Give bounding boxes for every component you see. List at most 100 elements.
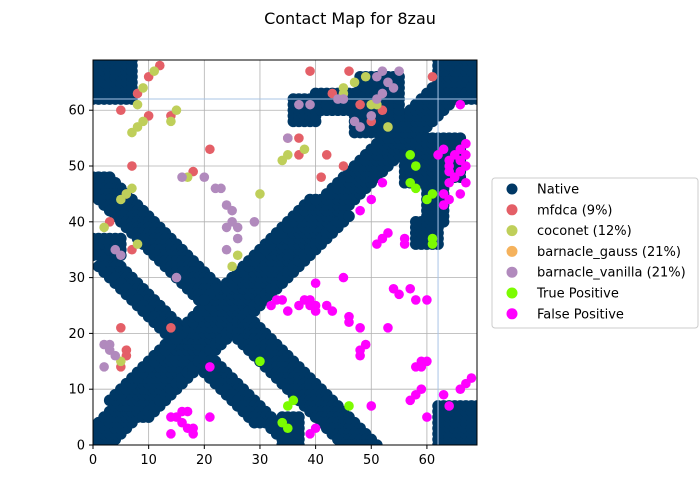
- legend-label: barnacle_gauss (21%): [537, 245, 681, 260]
- true-positive-point: [410, 183, 421, 194]
- coconet-12-point: [138, 83, 148, 93]
- false-positive-point: [327, 306, 338, 316]
- y-tick-label: 50: [68, 160, 85, 175]
- barnacle-vanilla-21-point: [171, 272, 182, 283]
- false-positive-point: [277, 295, 288, 305]
- barnacle-vanilla-21-point: [104, 345, 115, 355]
- barnacle-vanilla-21-point: [232, 233, 243, 244]
- chart-title: Contact Map for 8zau: [264, 9, 436, 28]
- native-contact-point: [198, 294, 211, 306]
- true-positive-point: [427, 239, 438, 249]
- legend-label: Native: [537, 183, 579, 198]
- native-contact-point: [343, 210, 355, 223]
- barnacle-vanilla-21-point: [232, 222, 243, 233]
- false-positive-point: [461, 150, 471, 160]
- false-positive-point: [366, 401, 377, 411]
- false-positive-point: [466, 373, 477, 383]
- false-positive-point: [461, 177, 471, 188]
- mfdca-9-point: [355, 99, 365, 110]
- mfdca-9-point: [127, 161, 137, 171]
- axes-frame: [92, 59, 478, 446]
- mfdca-9-point: [305, 66, 315, 76]
- legend-label: False Positive: [537, 307, 624, 322]
- native-contact-point: [309, 193, 322, 206]
- coconet-12-point: [338, 83, 349, 93]
- legend-label: mfdca (9%): [537, 203, 613, 218]
- native-contact-point: [126, 60, 138, 66]
- coconet-12-point: [166, 116, 176, 127]
- native-contact-point: [254, 416, 266, 429]
- false-positive-point: [360, 339, 371, 350]
- barnacle-vanilla-21-point: [221, 244, 232, 255]
- mfdca-9-point: [427, 71, 438, 82]
- false-positive-point: [166, 429, 176, 439]
- mfdca-9-point: [338, 161, 349, 171]
- plot-clip: [93, 60, 477, 445]
- barnacle-vanilla-21-point: [377, 88, 388, 99]
- coconet-12-point: [171, 105, 182, 116]
- coconet-12-point: [299, 144, 310, 155]
- y-tick-label: 20: [68, 327, 85, 342]
- mfdca-9-point: [166, 323, 176, 333]
- y-tick-label: 0: [77, 439, 85, 454]
- false-positive-point: [205, 362, 215, 372]
- barnacle-vanilla-21-point: [305, 99, 315, 110]
- coconet-12-point: [232, 250, 243, 261]
- false-positive-point: [188, 429, 198, 439]
- true-positive-point: [282, 423, 293, 434]
- false-positive-point: [394, 289, 404, 300]
- coconet-12-point: [282, 150, 293, 160]
- legend-marker: [506, 204, 518, 216]
- false-positive-point: [282, 306, 293, 316]
- barnacle-vanilla-21-point: [282, 133, 293, 143]
- false-positive-point: [405, 283, 416, 294]
- x-tick-label: 60: [419, 453, 436, 468]
- y-tick-label: 40: [68, 215, 85, 230]
- x-tick-label: 20: [196, 453, 213, 468]
- true-positive-point: [422, 194, 432, 205]
- x-tick-label: 0: [89, 453, 97, 468]
- x-tick-label: 10: [140, 453, 157, 468]
- mfdca-9-point: [116, 105, 126, 116]
- coconet-12-point: [349, 77, 360, 88]
- native-contact-point: [471, 400, 477, 412]
- barnacle-vanilla-21-point: [338, 94, 349, 104]
- barnacle-vanilla-21-point: [199, 172, 210, 182]
- false-positive-point: [416, 362, 427, 372]
- false-positive-point: [377, 177, 388, 188]
- barnacle-vanilla-21-point: [227, 205, 237, 216]
- legend-label: coconet (12%): [537, 224, 632, 239]
- false-positive-point: [310, 306, 321, 316]
- false-positive-point: [422, 412, 432, 422]
- false-positive-point: [383, 323, 393, 333]
- false-positive-point: [310, 278, 321, 288]
- false-positive-point: [355, 205, 365, 216]
- legend-marker: [506, 308, 518, 320]
- true-positive-point: [410, 161, 421, 171]
- false-positive-point: [344, 317, 354, 328]
- mfdca-9-point: [344, 66, 354, 76]
- barnacle-vanilla-21-point: [216, 183, 226, 194]
- coconet-12-point: [121, 189, 132, 199]
- y-tick-label: 30: [68, 271, 85, 286]
- native-contact-point: [348, 87, 361, 100]
- x-tick-label: 50: [363, 453, 380, 468]
- false-positive-point: [438, 200, 449, 210]
- true-positive-point: [288, 395, 299, 406]
- native-contact-point: [448, 60, 461, 66]
- false-positive-point: [461, 138, 471, 149]
- false-positive-point: [416, 384, 427, 395]
- false-positive-point: [444, 401, 454, 411]
- legend-box: [491, 177, 699, 329]
- false-positive-point: [438, 144, 449, 155]
- coconet-12-point: [132, 99, 143, 110]
- barnacle-vanilla-21-point: [177, 172, 187, 182]
- barnacle-vanilla-21-point: [116, 250, 126, 261]
- false-positive-point: [205, 412, 215, 422]
- legend-marker: [506, 266, 518, 278]
- barnacle-vanilla-21-point: [394, 66, 404, 76]
- coconet-12-point: [127, 127, 137, 138]
- true-positive-point: [255, 356, 265, 367]
- barnacle-vanilla-21-point: [99, 362, 109, 372]
